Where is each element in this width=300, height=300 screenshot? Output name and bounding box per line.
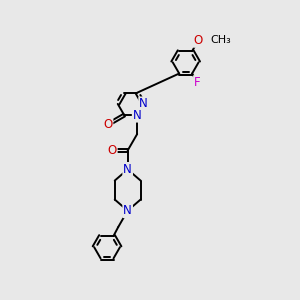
Text: N: N <box>133 109 142 122</box>
Text: N: N <box>123 163 132 176</box>
Text: N: N <box>139 98 148 110</box>
Text: O: O <box>194 34 203 47</box>
Text: N: N <box>123 204 132 217</box>
Text: CH₃: CH₃ <box>211 35 232 45</box>
Text: O: O <box>103 118 112 131</box>
Text: O: O <box>107 144 117 157</box>
Text: F: F <box>194 76 201 89</box>
